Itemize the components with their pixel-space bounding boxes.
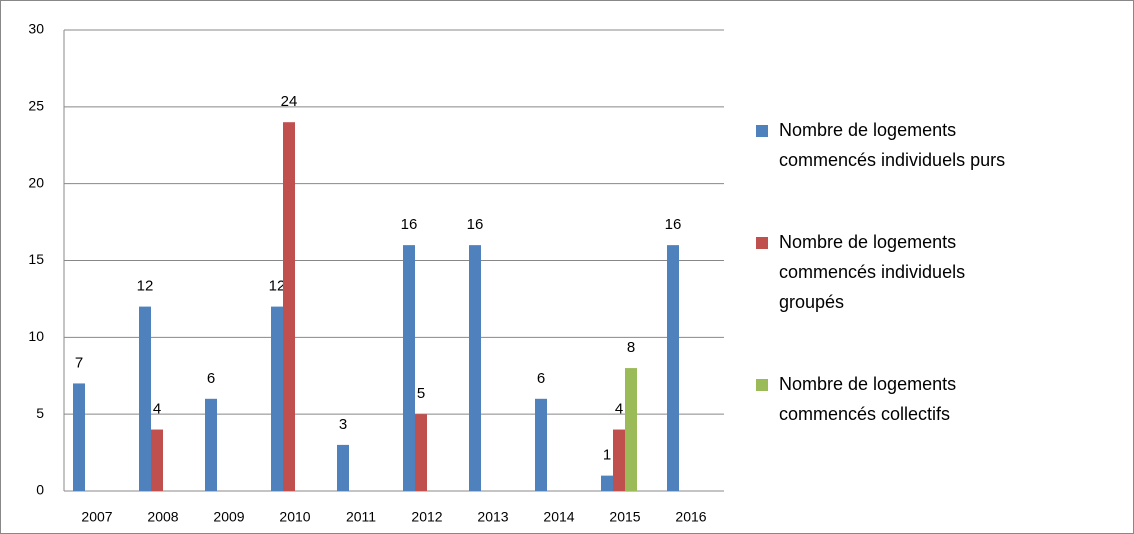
bar bbox=[151, 429, 163, 491]
bar bbox=[415, 414, 427, 491]
x-tick-label: 2009 bbox=[213, 509, 244, 525]
bar bbox=[283, 122, 295, 491]
bar bbox=[139, 306, 151, 491]
data-label: 24 bbox=[281, 93, 298, 110]
y-tick-label: 30 bbox=[28, 21, 44, 37]
data-label: 12 bbox=[137, 278, 154, 295]
bar bbox=[625, 368, 637, 491]
data-label: 12 bbox=[269, 278, 286, 295]
data-label: 6 bbox=[207, 370, 215, 387]
bar bbox=[535, 398, 547, 491]
x-tick-label: 2012 bbox=[411, 509, 442, 525]
legend-label: Nombre de logements commencés collectifs bbox=[779, 374, 956, 424]
data-label: 7 bbox=[75, 354, 83, 371]
legend-label: Nombre de logements commencés individuels… bbox=[779, 232, 965, 312]
legend-label: Nombre de logements commencés individuels… bbox=[779, 120, 1005, 170]
data-label: 5 bbox=[417, 385, 425, 402]
data-label: 1 bbox=[603, 447, 611, 464]
x-tick-label: 2014 bbox=[543, 509, 574, 525]
bar bbox=[337, 444, 349, 491]
bar bbox=[403, 245, 415, 491]
data-label: 16 bbox=[665, 216, 682, 233]
x-tick-label: 2010 bbox=[279, 509, 310, 525]
bar bbox=[205, 398, 217, 491]
data-label: 6 bbox=[537, 370, 545, 387]
data-label: 8 bbox=[627, 339, 635, 356]
bar bbox=[469, 245, 481, 491]
data-label: 4 bbox=[153, 401, 161, 418]
y-tick-label: 10 bbox=[28, 328, 44, 344]
data-label: 4 bbox=[615, 401, 623, 418]
x-tick-label: 2011 bbox=[346, 509, 376, 525]
x-tick-label: 2015 bbox=[609, 509, 640, 525]
legend-swatch bbox=[756, 125, 768, 137]
bar bbox=[667, 245, 679, 491]
y-tick-label: 15 bbox=[28, 251, 44, 267]
legend-swatch bbox=[756, 379, 768, 391]
legend-swatch bbox=[756, 237, 768, 249]
data-label: 3 bbox=[339, 416, 347, 433]
data-label: 16 bbox=[401, 216, 418, 233]
y-tick-label: 5 bbox=[36, 405, 44, 421]
bar bbox=[601, 475, 613, 491]
x-tick-label: 2007 bbox=[81, 509, 112, 525]
bar bbox=[73, 383, 85, 491]
y-tick-label: 25 bbox=[28, 98, 44, 114]
x-tick-label: 2013 bbox=[477, 509, 508, 525]
y-tick-label: 20 bbox=[28, 174, 44, 190]
bar bbox=[613, 429, 625, 491]
x-tick-label: 2016 bbox=[675, 509, 706, 525]
bar bbox=[271, 306, 283, 491]
x-tick-label: 2008 bbox=[147, 509, 178, 525]
data-label: 16 bbox=[467, 216, 484, 233]
y-tick-label: 0 bbox=[36, 482, 44, 498]
